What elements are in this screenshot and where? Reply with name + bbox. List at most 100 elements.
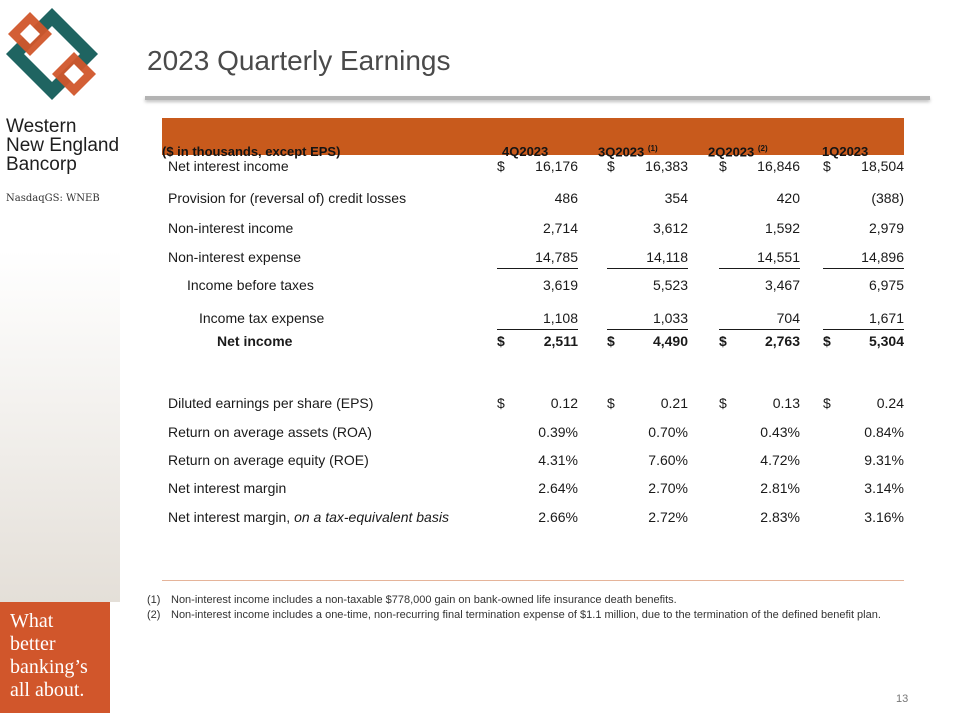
cell-value: 2,763 [764, 333, 800, 349]
cell-value: 0.12 [550, 395, 578, 411]
table-cell: $2,511 [497, 333, 578, 351]
cell-value: 0.24 [876, 395, 904, 411]
cell-value: 2,979 [868, 220, 904, 236]
row-label: Return on average assets (ROA) [168, 424, 372, 440]
table-cell: (388) [823, 190, 904, 208]
brand-name: Western New England Bancorp [6, 117, 119, 174]
cell-value: 354 [664, 190, 688, 206]
table-cell: 0.84% [823, 424, 904, 442]
cell-value: 0.13 [772, 395, 800, 411]
cell-value: 14,118 [646, 249, 688, 265]
page-title: 2023 Quarterly Earnings [147, 45, 451, 76]
table-cell: 2.72% [607, 509, 688, 527]
column-header-label: 3Q2023 [598, 144, 645, 160]
cell-value: 4,490 [652, 333, 688, 349]
company-logo-icon [6, 8, 98, 100]
dollar-sign: $ [823, 395, 831, 411]
row-label-italic: on a tax-equivalent basis [294, 509, 449, 525]
table-cell: $0.12 [497, 395, 578, 413]
row-label: Diluted earnings per share (EPS) [168, 395, 374, 411]
row-label: Net interest margin [168, 480, 287, 496]
table-cell: 0.39% [497, 424, 578, 442]
cell-value: 16,176 [535, 158, 578, 174]
row-label: Net interest margin, on a tax-equivalent… [168, 509, 449, 525]
cell-value: 7.60% [648, 452, 688, 468]
table-cell: 1,671 [823, 310, 904, 330]
table-cell: 704 [719, 310, 800, 330]
table-cell: $0.21 [607, 395, 688, 413]
tagline-text: What better banking’s all about. [10, 610, 88, 702]
cell-value: 0.21 [660, 395, 688, 411]
table-cell: 2,979 [823, 220, 904, 238]
cell-value: 3.14% [864, 480, 904, 496]
column-header-note: (1) [647, 144, 658, 153]
page-number: 13 [896, 693, 909, 705]
table-cell: $0.24 [823, 395, 904, 413]
table-cell: $16,176 [497, 158, 578, 176]
cell-value: 3.16% [864, 509, 904, 525]
row-label-text: Net interest margin, [168, 509, 295, 525]
cell-value: 9.31% [864, 452, 904, 468]
brand-name-line: Western [6, 116, 77, 137]
table-cell: 420 [719, 190, 800, 208]
row-label: Return on average equity (ROE) [168, 452, 369, 468]
tagline-box: What better banking’s all about. [0, 602, 110, 713]
row-label: Net interest income [168, 158, 289, 174]
table-cell: $5,304 [823, 333, 904, 351]
table-cell: $0.13 [719, 395, 800, 413]
cell-value: 2,511 [543, 333, 578, 349]
cell-value: 3,612 [652, 220, 688, 236]
table-cell: $16,383 [607, 158, 688, 176]
table-header-label: ($ in thousands, except EPS) [162, 144, 341, 159]
cell-value: 4.72% [760, 452, 800, 468]
footnote-divider [162, 580, 904, 581]
cell-value: 704 [776, 310, 800, 326]
cell-value: 5,304 [868, 333, 904, 349]
column-header-1q2023: 1Q2023 [822, 144, 868, 159]
table-cell: 6,975 [823, 277, 904, 295]
sidebar-gradient [0, 250, 120, 602]
cell-value: 0.43% [760, 424, 800, 440]
title-divider [145, 96, 930, 100]
row-label: Net income [217, 333, 293, 349]
table-cell: 3,467 [719, 277, 800, 295]
cell-value: 18,504 [861, 158, 904, 174]
row-label: Non-interest income [168, 220, 294, 236]
dollar-sign: $ [719, 333, 727, 349]
cell-value: 3,467 [764, 277, 800, 293]
dollar-sign: $ [497, 158, 505, 174]
column-header-note: (2) [757, 144, 768, 153]
cell-value: 2.64% [538, 480, 578, 496]
cell-value: 420 [776, 190, 800, 206]
table-cell: 486 [497, 190, 578, 208]
cell-value: 5,523 [652, 277, 688, 293]
cell-value: 2.70% [648, 480, 688, 496]
cell-value: 4.31% [538, 452, 578, 468]
cell-value: 2,714 [542, 220, 578, 236]
table-cell: 7.60% [607, 452, 688, 470]
table-cell: 14,896 [823, 249, 904, 269]
table-cell: 1,592 [719, 220, 800, 238]
table-cell: 2.64% [497, 480, 578, 498]
table-cell: 4.72% [719, 452, 800, 470]
row-label: Income tax expense [199, 310, 325, 326]
column-header-2q2023: 2Q2023 (2) [708, 144, 768, 159]
dollar-sign: $ [607, 395, 615, 411]
column-header-4q2023: 4Q2023 [502, 144, 548, 159]
row-label: Income before taxes [187, 277, 314, 293]
brand-name-line: New England [6, 135, 120, 156]
tagline-line: better [10, 633, 56, 655]
table-cell: $4,490 [607, 333, 688, 351]
cell-value: 2.81% [760, 480, 800, 496]
row-label: Provision for (reversal of) credit losse… [168, 190, 407, 206]
table-cell: $2,763 [719, 333, 800, 351]
cell-value: 0.84% [864, 424, 904, 440]
column-header-label: 2Q2023 [708, 144, 755, 160]
sidebar: Western New England Bancorp NasdaqGS: WN… [0, 0, 120, 720]
table-cell: 14,551 [719, 249, 800, 269]
table-cell: 14,785 [497, 249, 578, 269]
cell-value: 1,033 [652, 310, 688, 326]
table-cell: 1,108 [497, 310, 578, 330]
row-label: Non-interest expense [168, 249, 302, 265]
table-cell: 3.16% [823, 509, 904, 527]
